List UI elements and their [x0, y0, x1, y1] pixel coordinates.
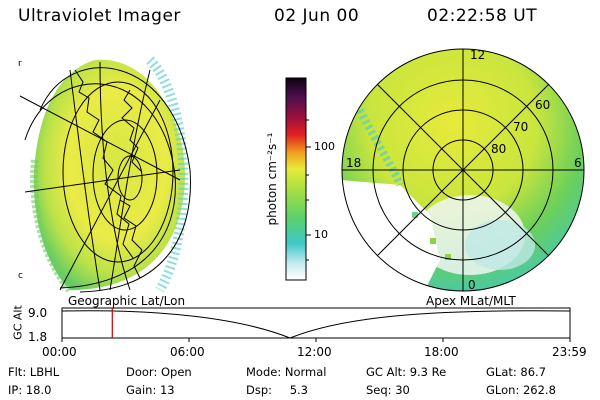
orbit-altitude-panel — [61, 307, 571, 342]
image-time: 02:22:58 UT — [427, 6, 538, 26]
info-ip: IP: 18.0 — [8, 383, 51, 397]
orbit-x-tick-2359: 23:59 — [552, 345, 587, 359]
info-glon: GLon: 262.8 — [486, 383, 556, 397]
info-seq-value: 30 — [395, 383, 410, 397]
colorbar-tick-10: 10 — [314, 228, 328, 241]
info-door: Door: Open — [126, 365, 192, 379]
info-glon-label: GLon: — [486, 383, 520, 397]
info-dsp: Dsp: 5.3 — [246, 383, 308, 397]
info-mode-value: Normal — [284, 365, 327, 379]
orbit-x-tick-1200: 12:00 — [297, 345, 332, 359]
info-glat-label: GLat: — [486, 365, 517, 379]
orbit-y-tick-9: 9.0 — [28, 306, 48, 320]
colorbar-tick-100: 100 — [314, 140, 335, 153]
info-gc-alt: GC Alt: 9.3 Re — [366, 365, 446, 379]
info-door-label: Door: — [126, 365, 158, 379]
info-glon-value: 262.8 — [522, 383, 556, 397]
info-mode: Mode: Normal — [246, 365, 326, 379]
lat-label-70: 70 — [513, 120, 529, 134]
image-date: 02 Jun 00 — [274, 6, 360, 26]
info-gc-alt-value: 9.3 Re — [409, 365, 447, 379]
mlt-label-12: 12 — [470, 48, 486, 62]
info-glat: GLat: 86.7 — [486, 365, 546, 379]
colorbar-unit-label: photon cm⁻²s⁻¹ — [265, 132, 279, 226]
info-gain-value: 13 — [159, 383, 175, 397]
info-door-value: Open — [160, 365, 192, 379]
svg-text:r: r — [18, 59, 22, 69]
earth-disk-image: r c — [18, 56, 191, 293]
info-flt: Flt: LBHL — [8, 365, 59, 379]
info-dsp-label: Dsp: — [246, 383, 273, 397]
orbit-y-tick-1-8: 1.8 — [28, 330, 48, 344]
info-flt-label: Flt: — [8, 365, 27, 379]
svg-text:c: c — [18, 271, 23, 281]
polar-auroral-plot — [341, 48, 585, 292]
orbit-y-axis-label: GC Alt — [11, 305, 25, 340]
image-title: Ultraviolet Imager — [18, 6, 181, 26]
orbit-x-tick-0600: 06:00 — [170, 345, 205, 359]
info-seq-label: Seq: — [366, 383, 392, 397]
orbit-x-tick-0000: 00:00 — [42, 345, 77, 359]
info-ip-value: 18.0 — [25, 383, 52, 397]
info-glat-value: 86.7 — [520, 365, 547, 379]
info-gain: Gain: 13 — [126, 383, 175, 397]
colorbar — [285, 77, 311, 281]
info-seq: Seq: 30 — [366, 383, 410, 397]
mlt-label-0: 0 — [468, 278, 476, 292]
info-ip-label: IP: — [8, 383, 23, 397]
lat-label-60: 60 — [535, 98, 551, 112]
info-flt-value: LBHL — [29, 365, 60, 379]
mlt-label-18: 18 — [346, 156, 362, 170]
lat-label-80: 80 — [491, 142, 507, 156]
orbit-left-title: Geographic Lat/Lon — [68, 294, 186, 308]
orbit-x-tick-1800: 18:00 — [424, 345, 459, 359]
orbit-right-title: Apex MLat/MLT — [426, 294, 516, 308]
info-gain-label: Gain: — [126, 383, 157, 397]
info-gc-alt-label: GC Alt: — [366, 365, 407, 379]
info-mode-label: Mode: — [246, 365, 282, 379]
info-dsp-value: 5.3 — [289, 383, 308, 397]
mlt-label-6: 6 — [574, 156, 582, 170]
